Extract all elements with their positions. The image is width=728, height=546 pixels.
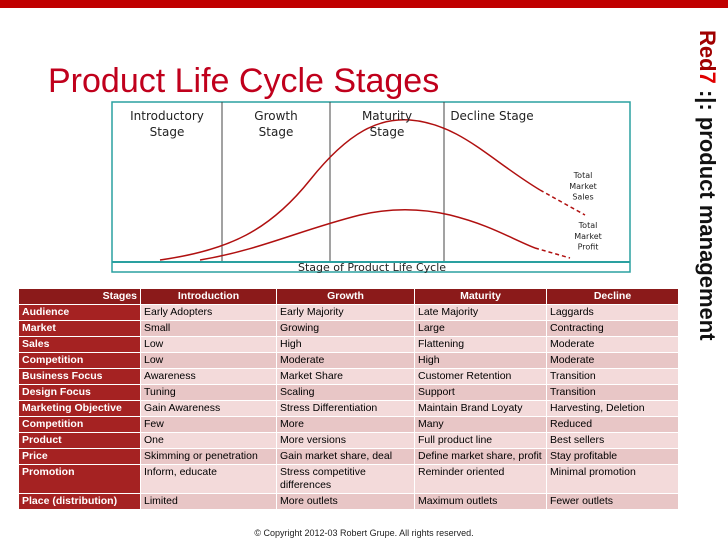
- table-cell: Few: [140, 416, 277, 433]
- life-cycle-diagram: Introductory Stage Growth Stage Maturity Stag…: [111, 101, 631, 274]
- table-cell: Low: [140, 352, 277, 369]
- header-cell: Maturity: [414, 288, 547, 305]
- table-cell: Best sellers: [546, 432, 679, 449]
- table-cell: Maintain Brand Loyaty: [414, 400, 547, 417]
- table-cell: Limited: [140, 493, 277, 510]
- table-cell: Gain Awareness: [140, 400, 277, 417]
- diagram-label: Decline Stage: [450, 109, 533, 123]
- profit-curve-end: [534, 247, 571, 259]
- row-label: Audience: [18, 304, 141, 321]
- table-cell: Flattening: [414, 336, 547, 353]
- row-label: Market: [18, 320, 141, 337]
- table-cell: Reminder oriented: [414, 464, 547, 494]
- table-cell: Low: [140, 336, 277, 353]
- table-cell: Harvesting, Deletion: [546, 400, 679, 417]
- table-row: Place (distribution) Limited More outlets M…: [18, 493, 679, 510]
- diagram-frame: [111, 101, 631, 273]
- diagram-label: Introductory Stage: [130, 109, 204, 139]
- table-row: Competition Low Moderate High Moderate: [18, 352, 679, 369]
- table-row: Competition Few More Many Reduced: [18, 416, 679, 433]
- table-cell: Late Majority: [414, 304, 547, 321]
- table-cell: Scaling: [276, 384, 415, 401]
- table-cell: Laggards: [546, 304, 679, 321]
- table-row: Marketing Objective Gain Awareness Stress …: [18, 400, 679, 417]
- diagram-label: Total Market Profit: [574, 221, 602, 252]
- table-cell: Moderate: [276, 352, 415, 369]
- table-row: Product One More versions Full product line…: [18, 432, 679, 449]
- header-cell: Introduction: [140, 288, 277, 305]
- table-cell: One: [140, 432, 277, 449]
- table-cell: Large: [414, 320, 547, 337]
- row-label: Promotion: [18, 464, 141, 494]
- axis-label: Stage of Product Life Cycle: [298, 261, 446, 274]
- header-cell: Decline: [546, 288, 679, 305]
- table-cell: Many: [414, 416, 547, 433]
- table-cell: Reduced: [546, 416, 679, 433]
- row-label: Marketing Objective: [18, 400, 141, 417]
- sales-curve-end: [539, 189, 586, 216]
- table-cell: More versions: [276, 432, 415, 449]
- header-cell: Stages: [18, 288, 141, 305]
- table-cell: Transition: [546, 384, 679, 401]
- table-cell: Market Share: [276, 368, 415, 385]
- table-cell: Moderate: [546, 352, 679, 369]
- diagram-label: Maturity Stage: [362, 109, 412, 139]
- table-cell: Skimming or penetration: [140, 448, 277, 465]
- table-row: Price Skimming or penetration Gain market …: [18, 448, 679, 465]
- table-cell: More: [276, 416, 415, 433]
- table-cell: Early Majority: [276, 304, 415, 321]
- row-label: Business Focus: [18, 368, 141, 385]
- table-cell: Stress competitive differences: [276, 464, 415, 494]
- table-row: Sales Low High Flattening Moderate: [18, 336, 679, 353]
- table-header: Stages Introduction Growth Maturity Decline: [18, 288, 679, 305]
- table-cell: Moderate: [546, 336, 679, 353]
- table-cell: Growing: [276, 320, 415, 337]
- table-cell: Stay profitable: [546, 448, 679, 465]
- table-cell: Support: [414, 384, 547, 401]
- table-cell: Stress Differentiation: [276, 400, 415, 417]
- table-row: Market Small Growing Large Contracting: [18, 320, 679, 337]
- table-cell: Define market share, profit: [414, 448, 547, 465]
- table-cell: Inform, educate: [140, 464, 277, 494]
- row-label: Product: [18, 432, 141, 449]
- table-cell: More outlets: [276, 493, 415, 510]
- slide-title: Product Life Cycle Stages: [48, 62, 440, 100]
- table-row: Design Focus Tuning Scaling Support Transiti…: [18, 384, 679, 401]
- sales-curve: [159, 119, 541, 261]
- table-cell: Awareness: [140, 368, 277, 385]
- footer: © Copyright 2012-03 Robert Grupe. All ri…: [254, 528, 474, 538]
- table-cell: High: [276, 336, 415, 353]
- table-cell: Full product line: [414, 432, 547, 449]
- table-row: Business Focus Awareness Market Share Custo…: [18, 368, 679, 385]
- header-cell: Growth: [276, 288, 415, 305]
- diagram-label: Total Market Sales: [569, 171, 597, 202]
- table-cell: Gain market share, deal: [276, 448, 415, 465]
- table-row: Promotion Inform, educate Stress competiti…: [18, 464, 679, 494]
- row-label: Competition: [18, 352, 141, 369]
- row-label: Price: [18, 448, 141, 465]
- table-cell: Fewer outlets: [546, 493, 679, 510]
- diagram-label: Growth Stage: [254, 109, 297, 139]
- profit-curve: [199, 209, 536, 261]
- table-cell: Maximum outlets: [414, 493, 547, 510]
- table-body: Audience Early Adopters Early Majority Late…: [18, 304, 679, 510]
- table-cell: Minimal promotion: [546, 464, 679, 494]
- table-cell: Transition: [546, 368, 679, 385]
- row-label: Competition: [18, 416, 141, 433]
- row-label: Design Focus: [18, 384, 141, 401]
- table-cell: Tuning: [140, 384, 277, 401]
- row-label: Place (distribution): [18, 493, 141, 510]
- table-cell: Early Adopters: [140, 304, 277, 321]
- table-cell: High: [414, 352, 547, 369]
- table-cell: Customer Retention: [414, 368, 547, 385]
- top-bar: [0, 0, 728, 8]
- table-cell: Small: [140, 320, 277, 337]
- row-label: Sales: [18, 336, 141, 353]
- table-row: Audience Early Adopters Early Majority Late…: [18, 304, 679, 321]
- table-cell: Contracting: [546, 320, 679, 337]
- stages-table: Stages Introduction Growth Maturity Decline …: [18, 288, 679, 510]
